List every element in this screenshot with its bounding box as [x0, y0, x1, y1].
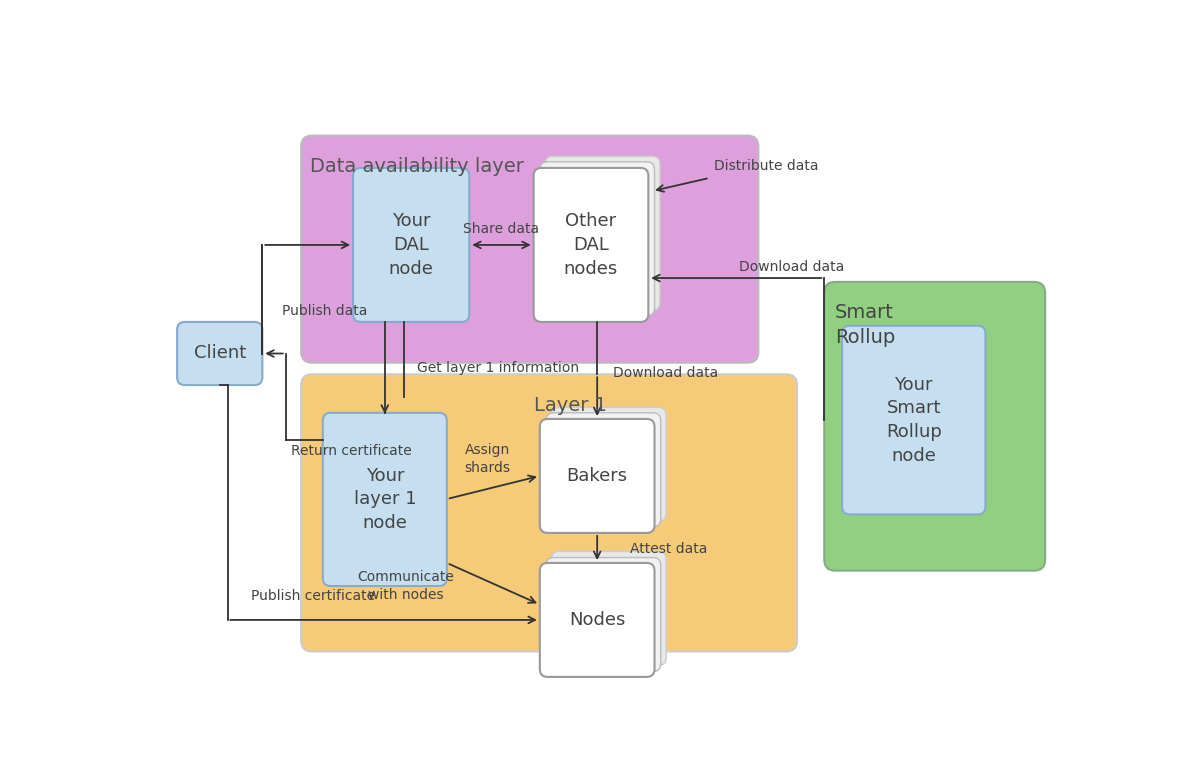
Text: Data availability layer: Data availability layer — [311, 157, 524, 176]
Text: Attest data: Attest data — [630, 542, 708, 556]
Text: Bakers: Bakers — [566, 467, 628, 485]
Text: Layer 1: Layer 1 — [534, 395, 607, 415]
FancyBboxPatch shape — [323, 413, 446, 586]
Text: Assign
shards: Assign shards — [464, 443, 510, 476]
Text: Your
layer 1
node: Your layer 1 node — [354, 467, 416, 532]
Text: Communicate
with nodes: Communicate with nodes — [358, 570, 454, 602]
Text: Publish certificate: Publish certificate — [251, 589, 374, 603]
FancyBboxPatch shape — [178, 322, 263, 385]
Text: Nodes: Nodes — [569, 611, 625, 629]
Text: Other
DAL
nodes: Other DAL nodes — [564, 212, 618, 277]
FancyBboxPatch shape — [545, 156, 660, 310]
FancyBboxPatch shape — [546, 413, 661, 527]
FancyBboxPatch shape — [540, 162, 654, 315]
Text: Return certificate: Return certificate — [292, 444, 412, 458]
Text: Share data: Share data — [463, 221, 540, 235]
Text: Download data: Download data — [739, 260, 845, 274]
Text: Your
Smart
Rollup
node: Your Smart Rollup node — [886, 376, 942, 465]
Text: Your
DAL
node: Your DAL node — [389, 212, 433, 277]
FancyBboxPatch shape — [552, 407, 666, 521]
Text: Distribute data: Distribute data — [714, 159, 818, 172]
Text: Publish data: Publish data — [282, 304, 367, 318]
FancyBboxPatch shape — [301, 375, 797, 651]
Text: Get layer 1 information: Get layer 1 information — [418, 361, 580, 375]
FancyBboxPatch shape — [534, 168, 648, 322]
FancyBboxPatch shape — [301, 136, 758, 363]
Text: Smart
Rollup: Smart Rollup — [835, 304, 895, 347]
FancyBboxPatch shape — [540, 563, 654, 677]
Text: Client: Client — [193, 344, 246, 363]
FancyBboxPatch shape — [540, 419, 654, 533]
FancyBboxPatch shape — [353, 168, 469, 322]
FancyBboxPatch shape — [552, 552, 666, 665]
FancyBboxPatch shape — [824, 282, 1045, 570]
FancyBboxPatch shape — [842, 326, 985, 514]
FancyBboxPatch shape — [546, 558, 661, 671]
Text: Download data: Download data — [613, 366, 719, 380]
